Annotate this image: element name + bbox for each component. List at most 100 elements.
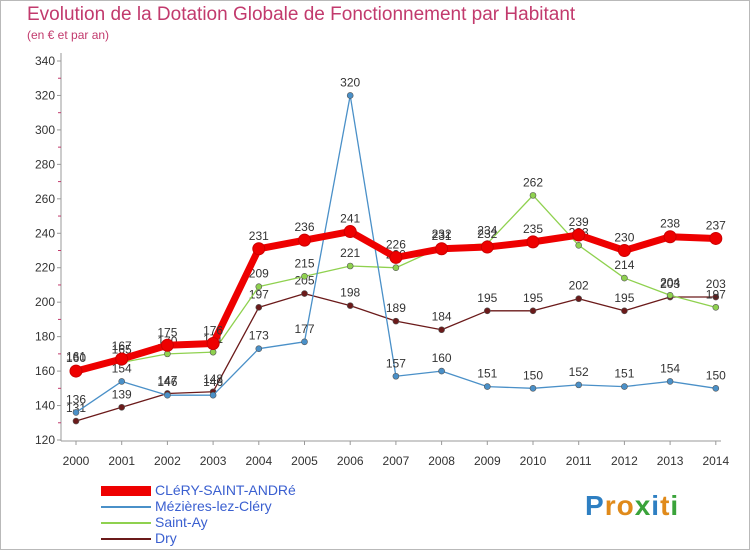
data-label-dry-2006: 198 bbox=[340, 286, 360, 300]
data-label-mezieres-lez-clery-2007: 157 bbox=[386, 356, 406, 370]
data-point-saint-ay-2007 bbox=[392, 264, 400, 272]
x-tick-label-2012: 2012 bbox=[611, 454, 638, 468]
data-label-clery-saint-andre-2003: 176 bbox=[203, 324, 223, 338]
data-point-dry-2007 bbox=[392, 317, 400, 325]
x-tick-label-2005: 2005 bbox=[291, 454, 318, 468]
logo-letter: P bbox=[585, 490, 605, 521]
data-point-mezieres-lez-clery-2006 bbox=[346, 92, 354, 99]
x-tick-label-2014: 2014 bbox=[702, 454, 729, 468]
logo-letter: i bbox=[651, 490, 661, 521]
data-point-clery-saint-andre-2006 bbox=[343, 225, 357, 239]
data-point-clery-saint-andre-2011 bbox=[572, 228, 586, 242]
y-tick-label-280: 280 bbox=[35, 157, 55, 171]
data-point-saint-ay-2012 bbox=[621, 274, 628, 282]
logo-letter: x bbox=[634, 490, 652, 521]
data-label-mezieres-lez-clery-2005: 177 bbox=[294, 322, 314, 336]
data-label-clery-saint-andre-2005: 236 bbox=[294, 220, 314, 234]
data-point-mezieres-lez-clery-2002 bbox=[164, 391, 171, 399]
data-point-saint-ay-2010 bbox=[529, 192, 537, 199]
data-point-clery-saint-andre-2007 bbox=[389, 250, 403, 264]
data-point-dry-2011 bbox=[575, 295, 583, 303]
data-point-mezieres-lez-clery-2013 bbox=[666, 378, 674, 385]
legend-item-mezieres-lez-clery: Mézières-lez-Cléry bbox=[101, 498, 361, 515]
y-tick-label-300: 300 bbox=[35, 123, 55, 137]
x-tick-label-2009: 2009 bbox=[474, 454, 501, 468]
data-label-dry-2007: 189 bbox=[386, 301, 406, 315]
data-point-clery-saint-andre-2009 bbox=[480, 240, 494, 254]
data-point-clery-saint-andre-2014 bbox=[709, 231, 723, 245]
data-label-mezieres-lez-clery-2000: 136 bbox=[66, 392, 86, 406]
data-label-dry-2002: 147 bbox=[157, 373, 177, 387]
x-tick-label-2007: 2007 bbox=[383, 454, 410, 468]
data-label-clery-saint-andre-2006: 241 bbox=[340, 212, 360, 226]
data-point-mezieres-lez-clery-2001 bbox=[118, 378, 125, 385]
data-label-mezieres-lez-clery-2004: 173 bbox=[249, 329, 269, 343]
data-label-saint-ay-2012: 214 bbox=[614, 258, 634, 272]
legend-item-saint-ay: Saint-Ay bbox=[101, 514, 361, 531]
y-tick-label-140: 140 bbox=[35, 399, 55, 413]
y-tick-label-180: 180 bbox=[35, 330, 55, 344]
legend-label-clery-saint-andre: CLéRY-SAINT-ANDRé bbox=[155, 482, 296, 498]
legend-item-dry: Dry bbox=[101, 530, 361, 547]
x-tick-label-2002: 2002 bbox=[154, 454, 181, 468]
data-label-saint-ay-2009: 234 bbox=[477, 224, 497, 238]
data-point-clery-saint-andre-2004 bbox=[252, 242, 266, 256]
data-label-mezieres-lez-clery-2010: 150 bbox=[523, 368, 543, 382]
data-point-clery-saint-andre-2013 bbox=[663, 230, 677, 244]
y-tick-label-240: 240 bbox=[35, 226, 55, 240]
data-point-dry-2008 bbox=[438, 326, 445, 334]
logo-letter: t bbox=[660, 490, 671, 521]
logo-letter: i bbox=[670, 490, 680, 521]
data-label-mezieres-lez-clery-2006: 320 bbox=[340, 75, 360, 89]
data-label-clery-saint-andre-2011: 239 bbox=[569, 215, 589, 229]
data-point-dry-2010 bbox=[529, 307, 537, 315]
y-tick-label-340: 340 bbox=[35, 54, 55, 68]
chart-subtitle: (en € et par an) bbox=[27, 28, 110, 42]
data-label-mezieres-lez-clery-2011: 152 bbox=[569, 365, 589, 379]
data-point-saint-ay-2005 bbox=[301, 273, 308, 280]
legend-label-mezieres-lez-clery: Mézières-lez-Cléry bbox=[155, 498, 272, 514]
data-point-clery-saint-andre-2001 bbox=[115, 352, 129, 366]
data-label-dry-2010: 195 bbox=[523, 291, 543, 305]
legend-swatch-mezieres-lez-clery bbox=[101, 506, 151, 508]
x-tick-label-2000: 2000 bbox=[63, 454, 90, 468]
legend-swatch-clery-saint-andre bbox=[101, 486, 151, 496]
data-label-mezieres-lez-clery-2009: 151 bbox=[477, 367, 497, 381]
data-label-mezieres-lez-clery-2013: 154 bbox=[660, 361, 680, 375]
x-tick-label-2010: 2010 bbox=[520, 454, 547, 468]
data-point-saint-ay-2004 bbox=[255, 283, 263, 290]
data-label-dry-2001: 139 bbox=[112, 387, 132, 401]
data-point-clery-saint-andre-2012 bbox=[617, 244, 631, 257]
data-point-clery-saint-andre-2010 bbox=[526, 235, 540, 249]
logo-letter: r bbox=[604, 490, 617, 521]
data-point-mezieres-lez-clery-2011 bbox=[575, 381, 583, 389]
data-point-clery-saint-andre-2005 bbox=[298, 233, 311, 247]
data-label-mezieres-lez-clery-2003: 146 bbox=[203, 375, 223, 389]
x-tick-label-2006: 2006 bbox=[337, 454, 364, 468]
data-label-saint-ay-2013: 204 bbox=[660, 275, 680, 289]
proxiti-logo: Proxiti bbox=[585, 490, 679, 522]
data-point-dry-2000 bbox=[72, 417, 80, 425]
data-label-dry-2013: 203 bbox=[660, 277, 680, 291]
x-tick-label-2001: 2001 bbox=[108, 454, 135, 468]
data-label-clery-saint-andre-2004: 231 bbox=[249, 229, 269, 243]
data-point-dry-2014 bbox=[712, 293, 720, 301]
x-tick-label-2003: 2003 bbox=[200, 454, 227, 468]
data-point-mezieres-lez-clery-2000 bbox=[72, 409, 80, 416]
x-tick-label-2013: 2013 bbox=[657, 454, 684, 468]
data-label-clery-saint-andre-2014: 237 bbox=[706, 218, 726, 232]
data-label-dry-2003: 148 bbox=[203, 372, 223, 386]
logo-letter: o bbox=[616, 490, 635, 521]
chart-title: Evolution de la Dotation Globale de Fonc… bbox=[27, 4, 576, 25]
x-tick-label-2004: 2004 bbox=[245, 454, 272, 468]
data-label-dry-2014: 203 bbox=[706, 277, 726, 291]
y-tick-label-320: 320 bbox=[35, 88, 55, 102]
data-label-saint-ay-2005: 215 bbox=[294, 256, 314, 270]
data-label-mezieres-lez-clery-2012: 151 bbox=[614, 367, 634, 381]
data-point-mezieres-lez-clery-2010 bbox=[529, 385, 537, 392]
data-point-mezieres-lez-clery-2004 bbox=[255, 345, 263, 352]
data-point-dry-2012 bbox=[621, 307, 628, 315]
data-label-dry-2012: 195 bbox=[614, 291, 634, 305]
data-point-dry-2001 bbox=[118, 403, 125, 411]
